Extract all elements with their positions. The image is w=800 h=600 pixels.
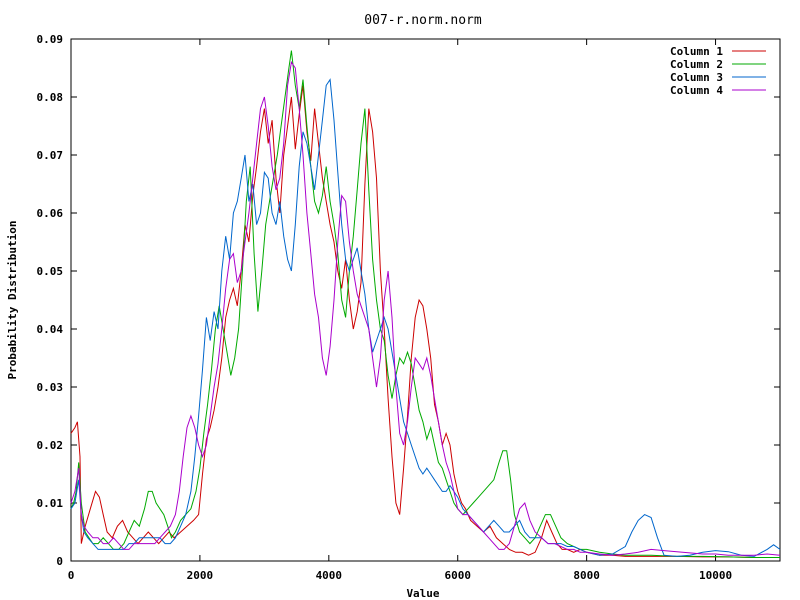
series-line-column-4 — [70, 60, 781, 556]
y-tick-label: 0.03 — [37, 381, 64, 394]
x-tick-label: 0 — [68, 569, 75, 582]
x-tick-label: 6000 — [444, 569, 471, 582]
x-tick-label: 10000 — [699, 569, 732, 582]
chart-title: 007-r.norm.norm — [364, 13, 482, 28]
y-tick-label: 0 — [56, 555, 63, 568]
y-tick-label: 0.01 — [37, 497, 64, 510]
series-lines — [70, 50, 781, 558]
x-axis-label: Value — [406, 587, 439, 600]
y-tick-label: 0.02 — [37, 439, 64, 452]
legend-label-column-1: Column 1 — [670, 45, 723, 58]
series-line-column-3 — [70, 78, 781, 557]
x-axis: 0 2000 4000 6000 8000 10000 — [68, 39, 732, 582]
series-line-column-2 — [70, 50, 780, 558]
series-line-column-1 — [70, 85, 780, 558]
legend-label-column-2: Column 2 — [670, 58, 723, 71]
x-tick-label: 4000 — [316, 569, 343, 582]
y-tick-label: 0.06 — [37, 207, 64, 220]
y-tick-label: 0.04 — [37, 323, 64, 336]
x-tick-label: 8000 — [573, 569, 600, 582]
plot-area — [70, 38, 781, 562]
y-axis-label: Probability Distribution — [6, 221, 19, 380]
plot-frame — [70, 38, 781, 562]
y-tick-label: 0.05 — [37, 265, 64, 278]
y-tick-label: 0.09 — [37, 33, 64, 46]
legend-label-column-4: Column 4 — [670, 84, 723, 97]
legend-label-column-3: Column 3 — [670, 71, 723, 84]
y-axis: 0 0.01 0.02 0.03 0.04 0.05 0.06 0.07 0.08 0.09 — [37, 33, 780, 568]
y-tick-label: 0.08 — [37, 91, 64, 104]
x-tick-label: 2000 — [187, 569, 214, 582]
y-tick-label: 0.07 — [37, 149, 64, 162]
